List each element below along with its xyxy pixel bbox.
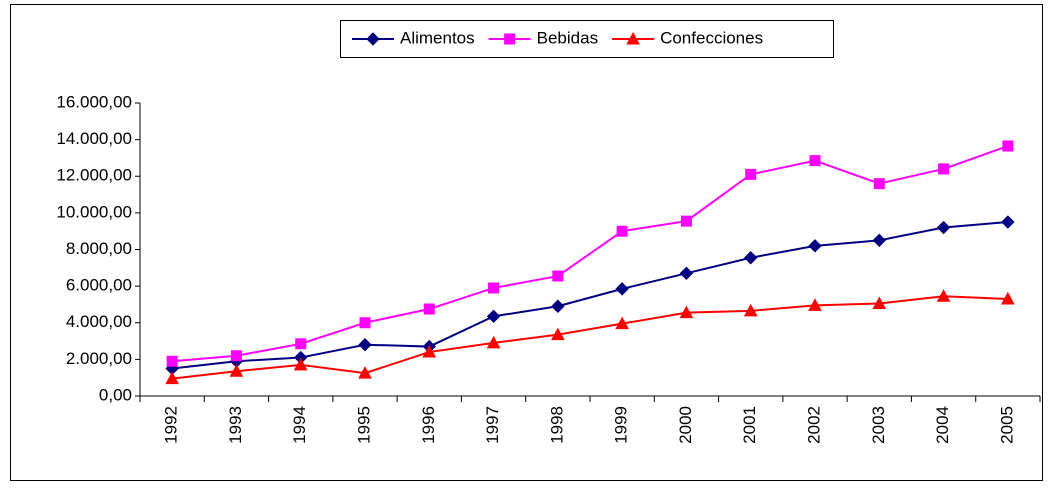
marker <box>626 31 640 45</box>
marker <box>486 335 501 349</box>
marker <box>165 371 179 385</box>
y-tick-label: 6.000,00 <box>66 276 132 295</box>
marker <box>358 338 372 352</box>
marker <box>680 215 692 227</box>
legend-label: Alimentos <box>400 28 475 47</box>
marker <box>422 345 437 358</box>
y-tick-label: 10.000,00 <box>56 202 132 221</box>
y-tick-label: 0,00 <box>99 385 132 404</box>
x-tick-label: 1992 <box>162 406 181 444</box>
marker <box>744 251 758 265</box>
marker <box>808 298 822 311</box>
y-tick-label: 4.000,00 <box>66 312 132 331</box>
marker <box>615 282 629 296</box>
marker <box>486 309 501 324</box>
marker <box>488 282 500 294</box>
marker <box>936 289 951 302</box>
marker <box>872 233 886 248</box>
x-tick-label: 2003 <box>869 406 888 444</box>
y-tick-label: 16.000,00 <box>56 92 132 111</box>
series-line <box>172 295 1008 380</box>
x-tick-label: 2000 <box>676 406 695 444</box>
marker <box>743 303 758 317</box>
x-tick-label: 1995 <box>354 406 373 444</box>
marker <box>230 350 242 362</box>
chart-frame <box>10 4 1043 481</box>
marker <box>936 220 951 235</box>
marker <box>504 33 516 45</box>
legend-label: Bebidas <box>537 28 598 47</box>
x-tick-label: 2005 <box>997 406 1016 444</box>
legend-label: Confecciones <box>660 28 763 47</box>
series-line <box>172 221 1008 370</box>
y-tick-label: 8.000,00 <box>66 239 132 258</box>
marker <box>1002 140 1014 152</box>
x-tick-label: 1998 <box>547 406 566 444</box>
x-tick-label: 1993 <box>226 406 245 444</box>
x-tick-label: 2001 <box>740 406 759 444</box>
marker <box>679 305 694 319</box>
marker <box>679 266 694 281</box>
x-tick-label: 1996 <box>419 406 438 444</box>
marker <box>938 163 950 175</box>
marker <box>552 270 564 282</box>
x-tick-label: 2004 <box>933 406 952 444</box>
legend-box <box>340 20 834 58</box>
y-tick-label: 2.000,00 <box>66 349 132 368</box>
marker <box>873 178 885 190</box>
x-tick-label: 1999 <box>612 406 631 444</box>
marker <box>166 355 178 367</box>
marker <box>366 32 380 46</box>
marker <box>229 364 244 377</box>
x-tick-label: 1997 <box>483 406 502 444</box>
marker <box>423 303 435 315</box>
marker <box>293 357 308 371</box>
marker <box>551 327 565 341</box>
y-tick-label: 12.000,00 <box>56 166 132 185</box>
marker <box>1001 215 1015 229</box>
marker <box>809 155 821 167</box>
series-line <box>172 145 1009 363</box>
x-tick-label: 1994 <box>290 406 309 444</box>
marker <box>358 366 372 379</box>
marker <box>295 338 307 350</box>
marker <box>359 317 371 329</box>
marker <box>745 168 757 180</box>
marker <box>1001 291 1015 305</box>
y-tick-label: 14.000,00 <box>56 129 132 148</box>
marker <box>808 239 822 253</box>
marker <box>872 296 887 310</box>
marker <box>616 225 628 237</box>
marker <box>615 316 629 330</box>
x-tick-label: 2002 <box>804 406 823 444</box>
marker <box>551 299 565 313</box>
